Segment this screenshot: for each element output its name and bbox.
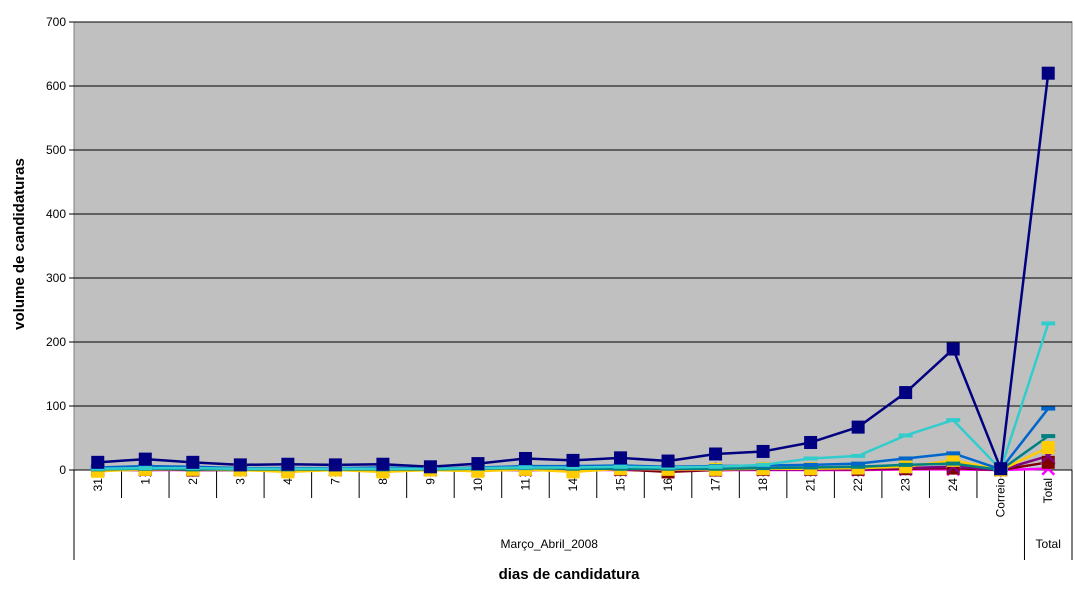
data-point-square [899, 386, 913, 400]
y-tick-label: 300 [46, 271, 66, 285]
x-tick-label: 9 [423, 478, 437, 485]
y-tick-label: 200 [46, 335, 66, 349]
data-point-square [328, 458, 342, 472]
data-point-dash [1041, 321, 1056, 326]
x-tick-label: Correio [994, 478, 1008, 518]
y-axis-title: volume de candidaturas [11, 158, 28, 330]
x-tick-label: 10 [471, 478, 485, 492]
x-tick-label: 14 [566, 478, 580, 492]
data-point-square [281, 457, 295, 471]
data-point-dash [946, 451, 961, 456]
series-markers [90, 66, 1056, 479]
y-tick-label: 500 [46, 143, 66, 157]
data-point-square [851, 420, 865, 434]
data-point-square [186, 455, 200, 469]
data-point-dash [803, 456, 818, 461]
data-point-square [614, 451, 628, 465]
data-point-square [91, 455, 105, 469]
y-tick-label: 0 [59, 463, 66, 477]
y-axis-ticks: 0 100 200 300 400 500 600 700 [46, 15, 74, 477]
data-point-square [1041, 455, 1055, 469]
data-point-square [1041, 441, 1055, 455]
data-point-dash [898, 433, 913, 438]
data-point-dash [1041, 434, 1056, 439]
x-tick-label: 2 [186, 478, 200, 485]
x-tick-label: 1 [138, 478, 152, 485]
data-point-dash [803, 462, 818, 467]
data-point-square [946, 342, 960, 356]
x-axis: 31 1 2 3 4 7 8 9 10 11 14 15 16 17 18 21 22 23 24 Correio To… [73, 470, 1073, 560]
y-tick-label: 700 [46, 15, 66, 29]
data-point-square [423, 460, 437, 474]
x-tick-label: 11 [518, 478, 532, 491]
data-point-dash [851, 461, 866, 466]
data-point-square [709, 447, 723, 461]
group-label: Março_Abril_2008 [501, 537, 599, 551]
x-tick-label: 22 [851, 478, 865, 492]
data-point-square [756, 444, 770, 458]
x-tick-label: Total [1041, 478, 1055, 503]
data-point-dash [898, 456, 913, 461]
x-tick-label: 8 [376, 478, 390, 485]
data-point-dash [756, 466, 771, 471]
data-point-square [471, 457, 485, 471]
x-tick-label: 17 [709, 478, 723, 492]
data-point-square [566, 453, 580, 467]
data-point-square [661, 454, 675, 468]
plot-area [73, 21, 1073, 471]
data-point-dash [138, 466, 153, 471]
data-point-dash [756, 462, 771, 467]
x-tick-label: 4 [281, 478, 295, 485]
data-point-dash [518, 465, 533, 470]
data-point-dash [566, 465, 580, 470]
data-point-square [138, 452, 152, 466]
data-point-square [994, 462, 1008, 476]
data-point-dash [851, 453, 866, 458]
data-point-dash [613, 464, 628, 469]
x-tick-label: 15 [614, 478, 628, 492]
data-point-square [233, 458, 247, 472]
x-axis-title: dias de candidatura [499, 566, 641, 583]
x-tick-label: 16 [661, 478, 675, 492]
data-point-dash [1041, 406, 1056, 411]
y-tick-label: 100 [46, 399, 66, 413]
data-point-dash [803, 465, 818, 470]
x-tick-label: 18 [756, 478, 770, 492]
group-label: Total [1036, 537, 1061, 551]
x-tick-label: 7 [328, 478, 342, 485]
data-point-dash [708, 464, 723, 469]
data-point-square [804, 435, 818, 449]
gridlines [74, 21, 1072, 471]
data-point-dash [946, 418, 961, 423]
x-tick-label: 21 [804, 478, 818, 492]
x-tick-label: 23 [899, 478, 913, 492]
data-point-dash [946, 461, 961, 466]
data-point-dash [851, 464, 866, 469]
data-point-square [518, 451, 532, 465]
x-tick-label: 3 [233, 478, 247, 485]
data-point-square [376, 457, 390, 471]
data-point-square [1041, 66, 1055, 80]
data-point-dash [898, 462, 913, 467]
y-tick-label: 600 [46, 79, 66, 93]
x-tick-label: 31 [91, 478, 105, 492]
x-tick-label: 24 [946, 478, 960, 492]
y-tick-label: 400 [46, 207, 66, 221]
